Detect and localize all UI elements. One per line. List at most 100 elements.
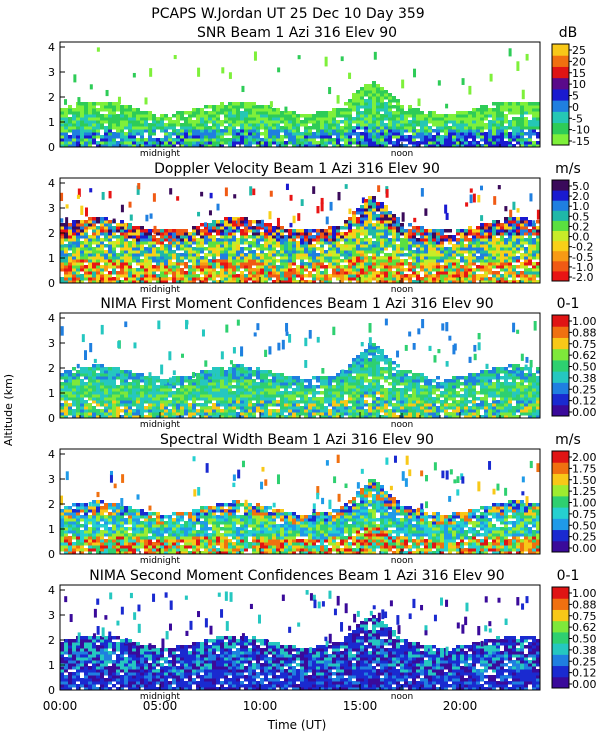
heatmap-cell: [200, 235, 204, 239]
heatmap-cell: [204, 412, 208, 416]
heatmap-cell: [437, 80, 441, 86]
heatmap-cell: [468, 253, 472, 257]
heatmap-cell: [76, 135, 80, 139]
heatmap-cell: [220, 385, 224, 389]
heatmap-cell: [492, 235, 496, 239]
heatmap-cell: [348, 220, 352, 224]
heatmap-cell: [120, 250, 124, 254]
heatmap-cell: [192, 120, 196, 124]
heatmap-cell: [236, 388, 240, 392]
heatmap-cell: [412, 226, 416, 230]
heatmap-cell: [368, 229, 372, 233]
heatmap-cell: [296, 406, 300, 410]
heatmap-cell: [160, 114, 164, 118]
heatmap-cell: [352, 238, 356, 242]
heatmap-cell: [184, 229, 188, 233]
heatmap-cell: [164, 403, 168, 407]
heatmap-cell: [472, 259, 476, 263]
heatmap-cell: [276, 123, 280, 127]
heatmap-cell: [292, 144, 296, 148]
heatmap-cell: [268, 388, 272, 392]
heatmap-cell: [256, 238, 260, 242]
heatmap-cell: [212, 250, 216, 254]
heatmap-cell: [124, 241, 128, 245]
heatmap-cell: [476, 141, 480, 145]
heatmap-cell: [512, 201, 516, 210]
heatmap-cell: [472, 229, 476, 233]
heatmap-cell: [200, 388, 204, 392]
heatmap-cell: [148, 277, 152, 281]
heatmap-cell: [64, 244, 68, 248]
heatmap-cell: [380, 262, 384, 266]
heatmap-cell: [168, 409, 172, 413]
heatmap-cell: [188, 412, 192, 416]
heatmap-cell: [320, 259, 324, 263]
heatmap-cell: [488, 108, 492, 112]
heatmap-cell: [484, 280, 488, 284]
heatmap-cell: [68, 280, 72, 284]
heatmap-cell: [308, 138, 312, 142]
heatmap-cell: [72, 385, 76, 389]
heatmap-cell: [208, 241, 212, 245]
heatmap-cell: [72, 235, 76, 239]
heatmap-cell: [232, 262, 236, 266]
heatmap-cell: [520, 129, 524, 133]
heatmap-cell: [380, 141, 384, 145]
heatmap-cell: [288, 382, 292, 386]
heatmap-cell: [500, 262, 504, 266]
heatmap-cell: [412, 132, 416, 136]
heatmap-cell: [308, 126, 312, 130]
heatmap-cell: [368, 208, 372, 212]
heatmap-cell: [364, 129, 368, 133]
heatmap-cell: [524, 120, 528, 124]
heatmap-cell: [268, 211, 272, 220]
heatmap-cell: [272, 247, 276, 251]
heatmap-cell: [100, 265, 104, 269]
heatmap-cell: [524, 241, 528, 245]
heatmap-cell: [424, 138, 428, 142]
heatmap-cell: [316, 206, 320, 214]
heatmap-cell: [212, 226, 216, 230]
heatmap-cell: [376, 274, 380, 278]
heatmap-cell: [456, 265, 460, 269]
heatmap-cell: [88, 388, 92, 392]
heatmap-cell: [356, 135, 360, 139]
heatmap-cell: [504, 226, 508, 230]
heatmap-cell: [92, 114, 96, 118]
heatmap-cell: [524, 220, 528, 224]
heatmap-cell: [480, 256, 484, 260]
heatmap-cell: [112, 250, 116, 254]
heatmap-cell: [128, 223, 132, 227]
heatmap-cell: [272, 138, 276, 142]
heatmap-cell: [220, 244, 224, 248]
heatmap-cell: [96, 226, 100, 230]
heatmap-cell: [192, 250, 196, 254]
colorbar-tick-label: 0.0: [572, 231, 590, 244]
heatmap-cell: [460, 244, 464, 248]
heatmap-cell: [328, 238, 332, 242]
heatmap-cell: [340, 138, 344, 142]
heatmap-cell: [128, 412, 132, 416]
heatmap-cell: [252, 123, 256, 127]
heatmap-cell: [260, 403, 264, 407]
heatmap-cell: [200, 394, 204, 398]
heatmap-cell: [140, 259, 144, 263]
heatmap-cell: [420, 238, 424, 242]
heatmap-cell: [204, 123, 208, 127]
heatmap-cell: [292, 247, 296, 251]
heatmap-cell: [108, 238, 112, 242]
heatmap-cell: [228, 370, 232, 374]
heatmap-cell: [144, 241, 148, 245]
heatmap-cell: [284, 247, 288, 251]
heatmap-cell: [448, 129, 452, 133]
heatmap-cell: [184, 394, 188, 398]
heatmap-cell: [104, 223, 108, 227]
heatmap-cell: [328, 120, 332, 124]
heatmap-cell: [292, 111, 296, 115]
heatmap-cell: [456, 253, 460, 257]
heatmap-cell: [96, 238, 100, 242]
heatmap-cell: [236, 391, 240, 395]
heatmap-cell: [96, 129, 100, 133]
heatmap-cell: [300, 250, 304, 254]
heatmap-cell: [400, 274, 404, 278]
